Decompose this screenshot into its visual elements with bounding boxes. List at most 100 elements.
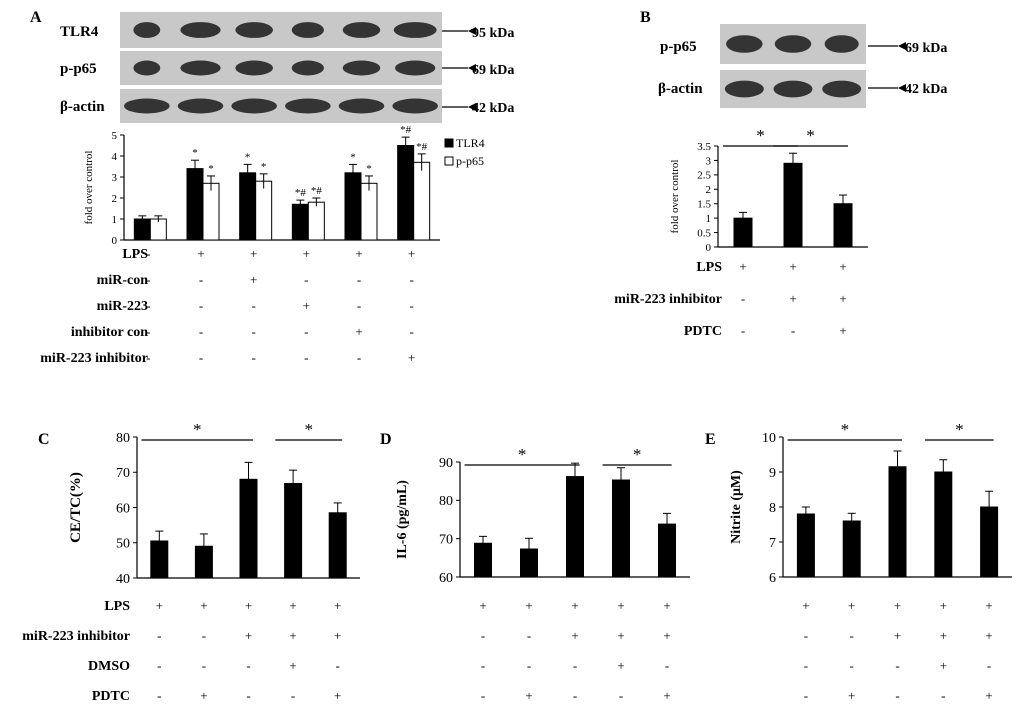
- chart-a-bar: [186, 168, 204, 241]
- condition-sign-d: -: [527, 628, 531, 643]
- chart-a-significance-mark: *#: [311, 185, 323, 197]
- condition-sign-a: -: [251, 324, 255, 339]
- condition-sign-e: +: [894, 628, 901, 643]
- blot-b-label-p-p65: p-p65: [660, 39, 697, 55]
- condition-sign-b: +: [789, 259, 796, 274]
- condition-sign-c: -: [291, 688, 295, 703]
- condition-label-b: miR-223 inhibitor: [614, 292, 722, 307]
- chart-e-bar: [888, 466, 907, 578]
- condition-sign-d: +: [617, 628, 624, 643]
- condition-sign-d: -: [665, 658, 669, 673]
- chart-a-legend-swatch: [444, 156, 454, 166]
- condition-sign-c: +: [156, 598, 163, 613]
- blot-b-size-p-p65: 69 kDa: [905, 41, 947, 56]
- chart-a-y-tick-label: 1: [112, 214, 118, 226]
- chart-e-significance-star: *: [955, 420, 964, 439]
- condition-sign-a: -: [409, 272, 413, 287]
- condition-sign-d: -: [481, 628, 485, 643]
- condition-sign-e: -: [895, 658, 899, 673]
- condition-sign-e: -: [987, 658, 991, 673]
- blot-a-tlr4-band: [291, 22, 324, 38]
- chart-e-y-tick-label: 6: [769, 571, 776, 586]
- condition-sign-a: -: [304, 350, 308, 365]
- blot-a-tlr4-band: [180, 22, 221, 38]
- blot-a-p-p65-band: [133, 60, 161, 76]
- chart-a-y-axis-label: fold over control: [83, 151, 95, 225]
- blot-a-p-p65-band: [395, 60, 436, 76]
- condition-sign-a: -: [251, 350, 255, 365]
- condition-sign-a: -: [357, 350, 361, 365]
- blot-a-p-p65-band: [180, 60, 221, 76]
- chart-a-y-tick-label: 0: [112, 235, 118, 247]
- chart-e-y-axis-label: Nitrite (μM): [729, 470, 744, 544]
- chart-c-bar: [284, 483, 303, 579]
- blot-a-beta-actin-band: [338, 98, 385, 114]
- chart-b-y-tick-label: 3: [706, 155, 712, 167]
- chart-a-bar: [202, 182, 220, 241]
- condition-sign-a: -: [199, 350, 203, 365]
- arrow-a-tlr4-head: [468, 27, 476, 35]
- chart-e-y-tick-label: 9: [769, 466, 776, 481]
- blot-a-size-p-p65: 69 kDa: [472, 63, 514, 78]
- condition-sign-e: +: [894, 598, 901, 613]
- condition-sign-e: -: [941, 688, 945, 703]
- chart-b-y-tick-label: 1: [706, 213, 712, 225]
- condition-label-b: PDTC: [684, 324, 722, 339]
- blot-a-tlr4-band: [393, 22, 437, 38]
- condition-sign-c: -: [157, 688, 161, 703]
- condition-sign-e: +: [802, 598, 809, 613]
- chart-a-significance-mark: *: [245, 151, 251, 163]
- chart-a-significance-mark: *: [350, 151, 356, 163]
- blot-a-beta-actin-band: [231, 98, 277, 114]
- condition-label-a: miR-223 inhibitor: [40, 351, 148, 366]
- chart-d-y-tick-label: 60: [439, 571, 453, 586]
- condition-sign-e: +: [985, 688, 992, 703]
- chart-a-significance-mark: *#: [416, 141, 428, 153]
- chart-d-significance-star: *: [633, 445, 642, 464]
- chart-a-bar: [291, 203, 309, 241]
- condition-sign-e: +: [940, 598, 947, 613]
- condition-sign-a: -: [146, 272, 150, 287]
- arrow-b-beta-actin-head: [898, 84, 906, 92]
- condition-sign-a: -: [304, 272, 308, 287]
- blot-a-beta-actin-band: [177, 98, 224, 114]
- condition-sign-e: +: [848, 598, 855, 613]
- chart-a-bar: [239, 172, 257, 241]
- condition-sign-a: +: [250, 246, 257, 261]
- condition-sign-e: +: [940, 628, 947, 643]
- condition-sign-c: -: [246, 688, 250, 703]
- blot-a-p-p65-band: [342, 60, 381, 76]
- chart-c-y-tick-label: 80: [116, 431, 130, 446]
- chart-e-bar: [796, 513, 815, 578]
- condition-sign-a: -: [357, 298, 361, 313]
- chart-b-y-tick-label: 0.5: [697, 227, 711, 239]
- chart-d-significance-star: *: [518, 445, 527, 464]
- chart-b-significance-star: *: [756, 126, 765, 145]
- blot-a-beta-actin-band: [124, 98, 170, 114]
- panel-letter-d: D: [380, 431, 392, 448]
- condition-sign-c: +: [245, 628, 252, 643]
- blot-a-beta-actin-band: [285, 98, 331, 114]
- condition-sign-c: -: [202, 658, 206, 673]
- chart-b-y-axis-label: fold over control: [669, 160, 681, 234]
- chart-e-significance-star: *: [841, 420, 850, 439]
- chart-c-y-tick-label: 70: [116, 466, 130, 481]
- condition-sign-a: -: [409, 324, 413, 339]
- condition-sign-d: +: [663, 598, 670, 613]
- blot-a-tlr4-band: [342, 22, 381, 38]
- condition-sign-d: -: [573, 688, 577, 703]
- condition-sign-d: +: [525, 688, 532, 703]
- chart-e-y-tick-label: 7: [769, 536, 776, 551]
- condition-sign-c: -: [202, 628, 206, 643]
- chart-c-y-axis-label: CE/TC(%): [68, 472, 84, 543]
- blot-a-label-p-p65: p-p65: [60, 61, 97, 77]
- blot-a-tlr4-strip: [120, 12, 442, 48]
- condition-sign-c: -: [246, 658, 250, 673]
- blot-a-tlr4-band: [235, 22, 273, 38]
- condition-sign-e: -: [804, 688, 808, 703]
- condition-label-c: PDTC: [92, 689, 130, 704]
- condition-sign-b: -: [741, 291, 745, 306]
- condition-sign-d: +: [663, 628, 670, 643]
- blot-b-label-beta-actin: β-actin: [658, 81, 703, 97]
